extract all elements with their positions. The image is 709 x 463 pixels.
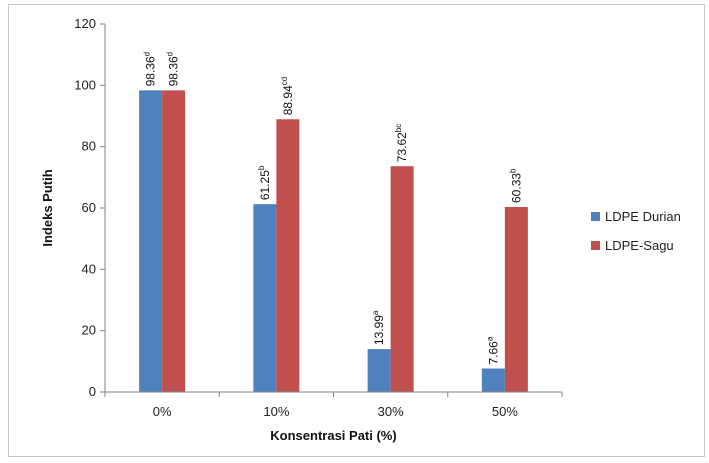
- x-tick-label: 10%: [263, 404, 289, 419]
- legend-label: LDPE Durian: [605, 209, 681, 224]
- bar: [276, 119, 300, 392]
- data-label: 73.62bc: [394, 124, 409, 162]
- y-tick-label: 0: [89, 384, 96, 399]
- legend-label: LDPE-Sagu: [605, 238, 674, 253]
- y-tick-label: 60: [82, 200, 96, 215]
- chart-frame: [8, 4, 705, 457]
- x-tick-label: 0%: [153, 404, 172, 419]
- bar: [390, 166, 414, 392]
- legend: LDPE Durian LDPE-Sagu: [591, 209, 681, 253]
- y-tick-label: 40: [82, 261, 96, 276]
- bar: [481, 368, 505, 392]
- y-axis-title: Indeks Putih: [40, 169, 55, 246]
- y-tick-label: 100: [74, 77, 96, 92]
- data-label: 60.33b: [508, 168, 523, 203]
- y-tick-label: 80: [82, 139, 96, 154]
- data-label: 13.99a: [371, 310, 386, 345]
- bars: [139, 90, 528, 392]
- legend-swatch: [591, 241, 600, 250]
- bar: [253, 204, 277, 392]
- data-labels: 98.36d 98.36d 61.25b 88.94cd 13.99a 73.62bc 7.…: [143, 52, 524, 365]
- bar: [162, 90, 186, 392]
- axes: 0 20 40 60 80 100 120 0% 10% 30% 50%: [74, 16, 563, 419]
- x-axis-title: Konsentrasi Pati (%): [270, 428, 396, 443]
- legend-swatch: [591, 212, 600, 221]
- bar: [367, 349, 391, 392]
- data-label: 98.36d: [143, 52, 158, 86]
- data-label: 88.94cd: [280, 77, 295, 115]
- bar: [139, 90, 163, 392]
- data-label: 98.36d: [166, 52, 181, 86]
- x-tick-label: 30%: [378, 404, 404, 419]
- bar: [504, 206, 528, 392]
- x-tick-label: 50%: [492, 404, 518, 419]
- data-label: 61.25b: [257, 165, 272, 200]
- y-tick-label: 120: [74, 16, 96, 31]
- y-tick-label: 20: [82, 323, 96, 338]
- data-label: 7.66a: [485, 336, 500, 364]
